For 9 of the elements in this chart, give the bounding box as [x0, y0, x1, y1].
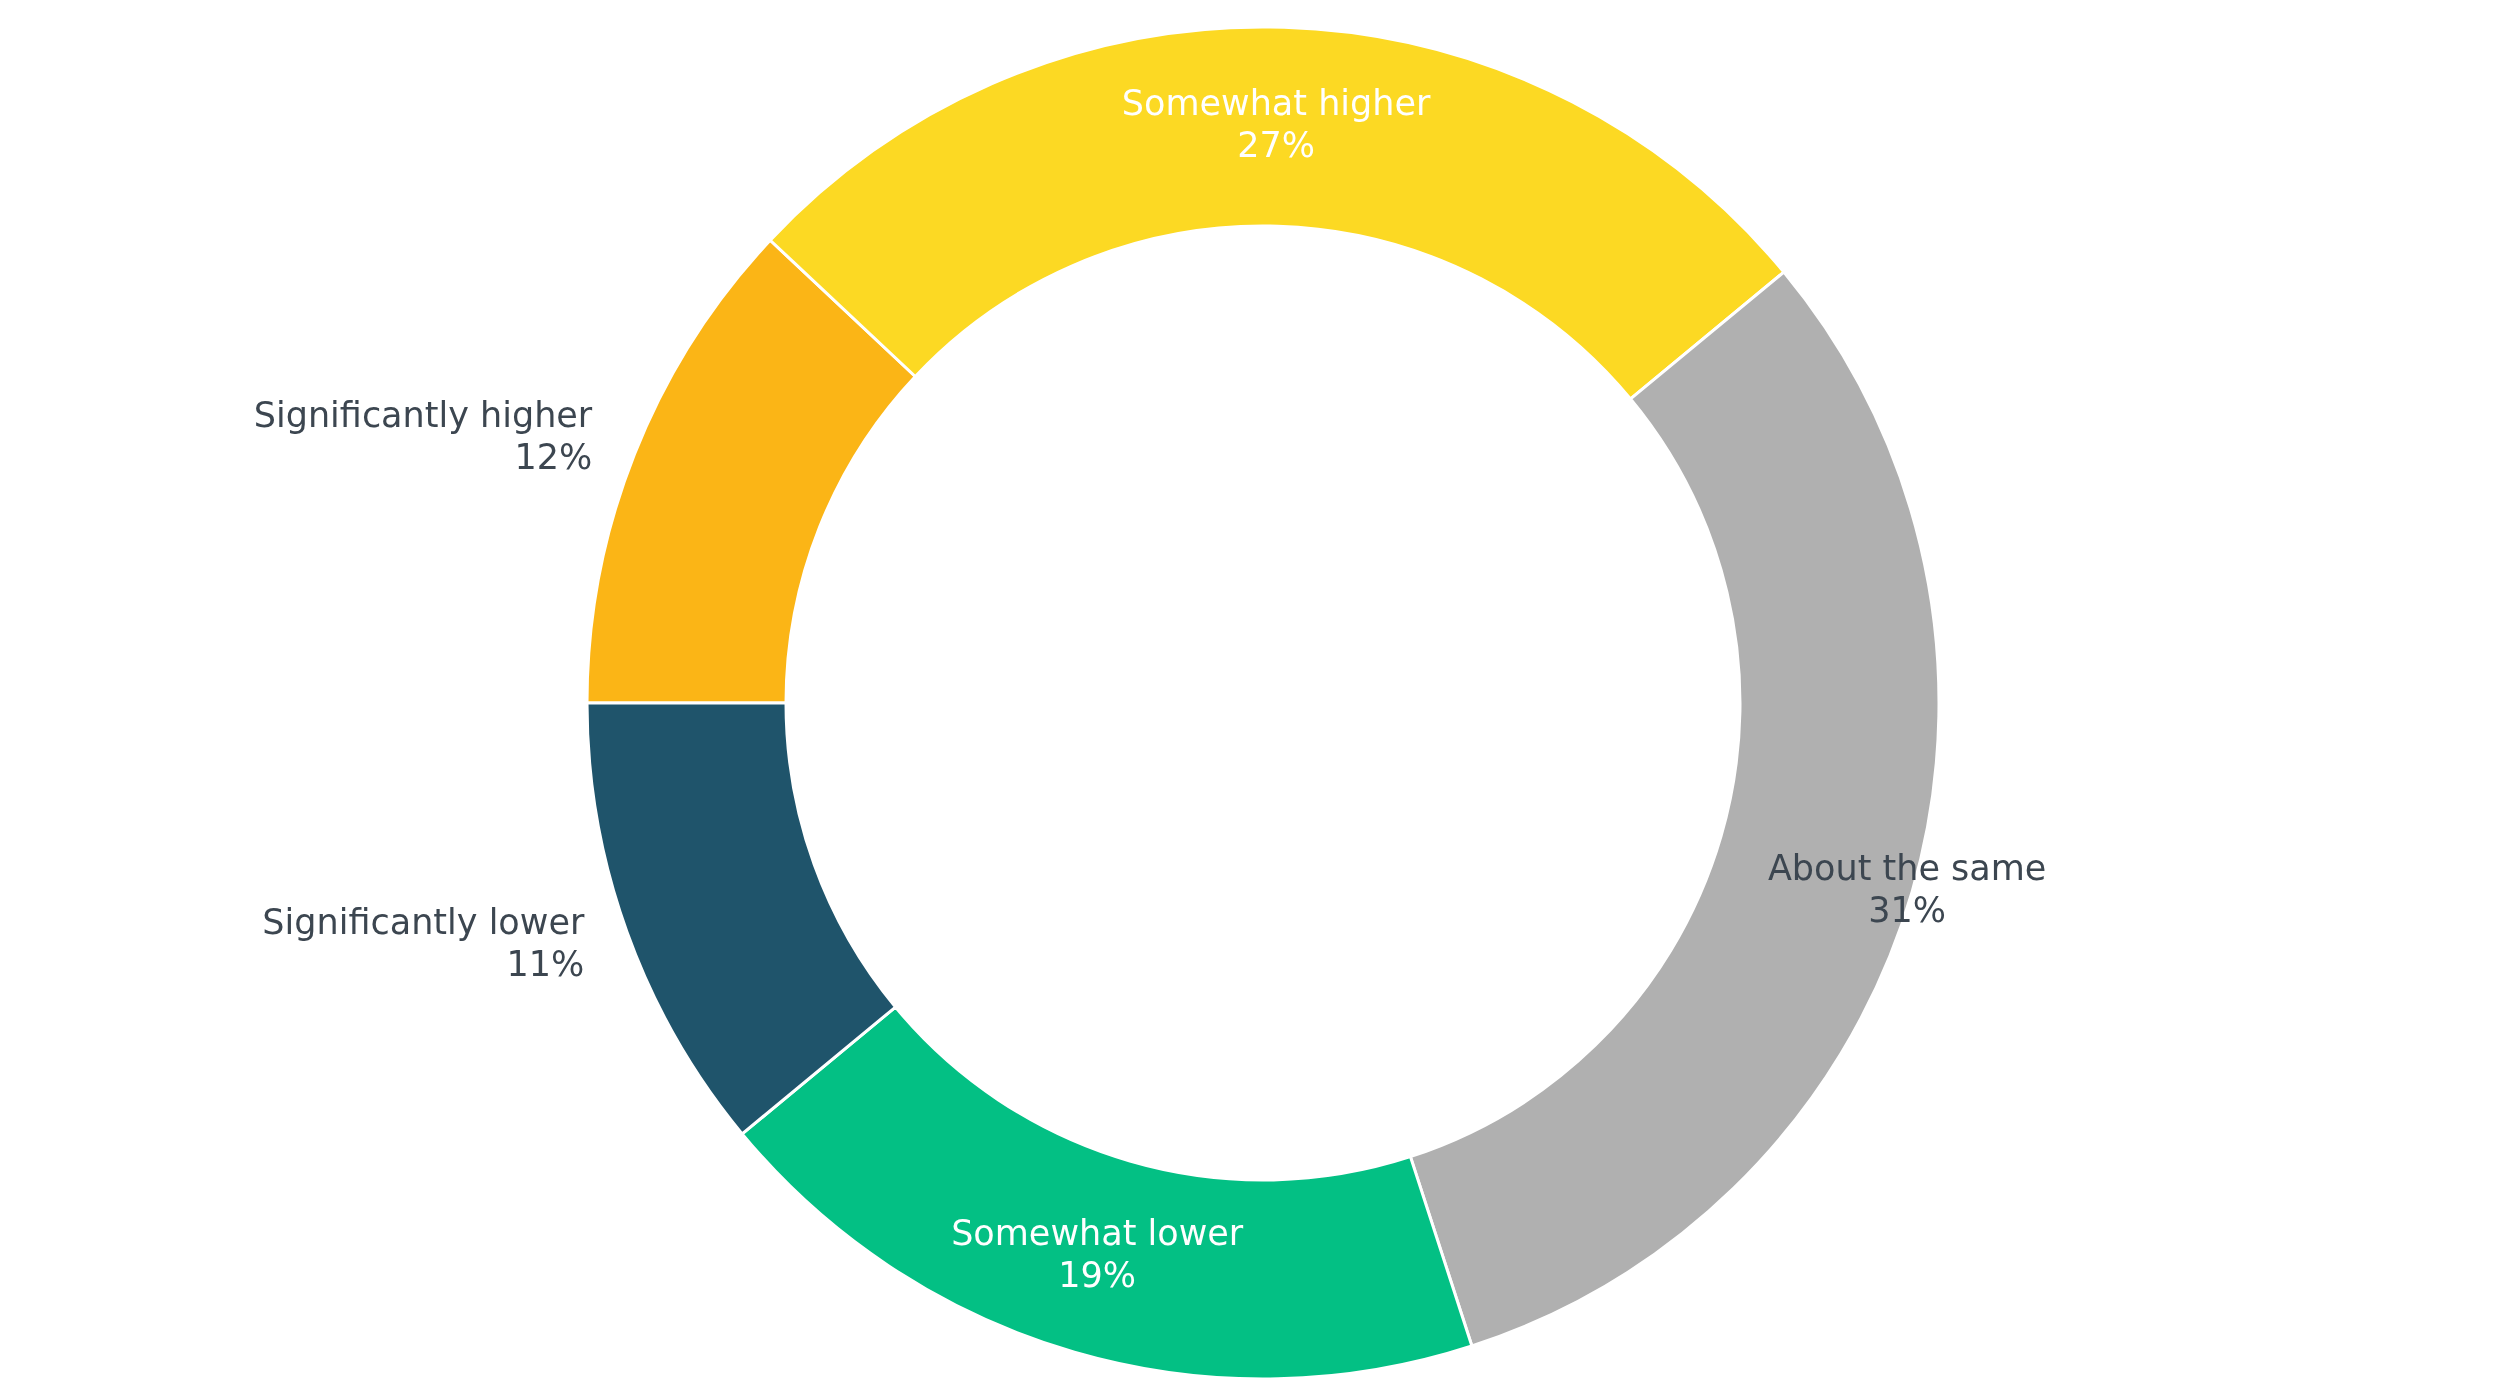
slice-label: Somewhat lower	[951, 1212, 1244, 1253]
data-label: 27%	[1237, 124, 1316, 165]
slice-label: Significantly higher	[253, 395, 593, 436]
data-label: 31%	[1868, 889, 1947, 930]
data-label: 11%	[506, 943, 585, 984]
slice-label: Somewhat higher	[1121, 82, 1432, 123]
data-label: 12%	[514, 437, 593, 478]
slice-label: Significantly lower	[262, 901, 585, 942]
data-label: 19%	[1058, 1254, 1137, 1295]
